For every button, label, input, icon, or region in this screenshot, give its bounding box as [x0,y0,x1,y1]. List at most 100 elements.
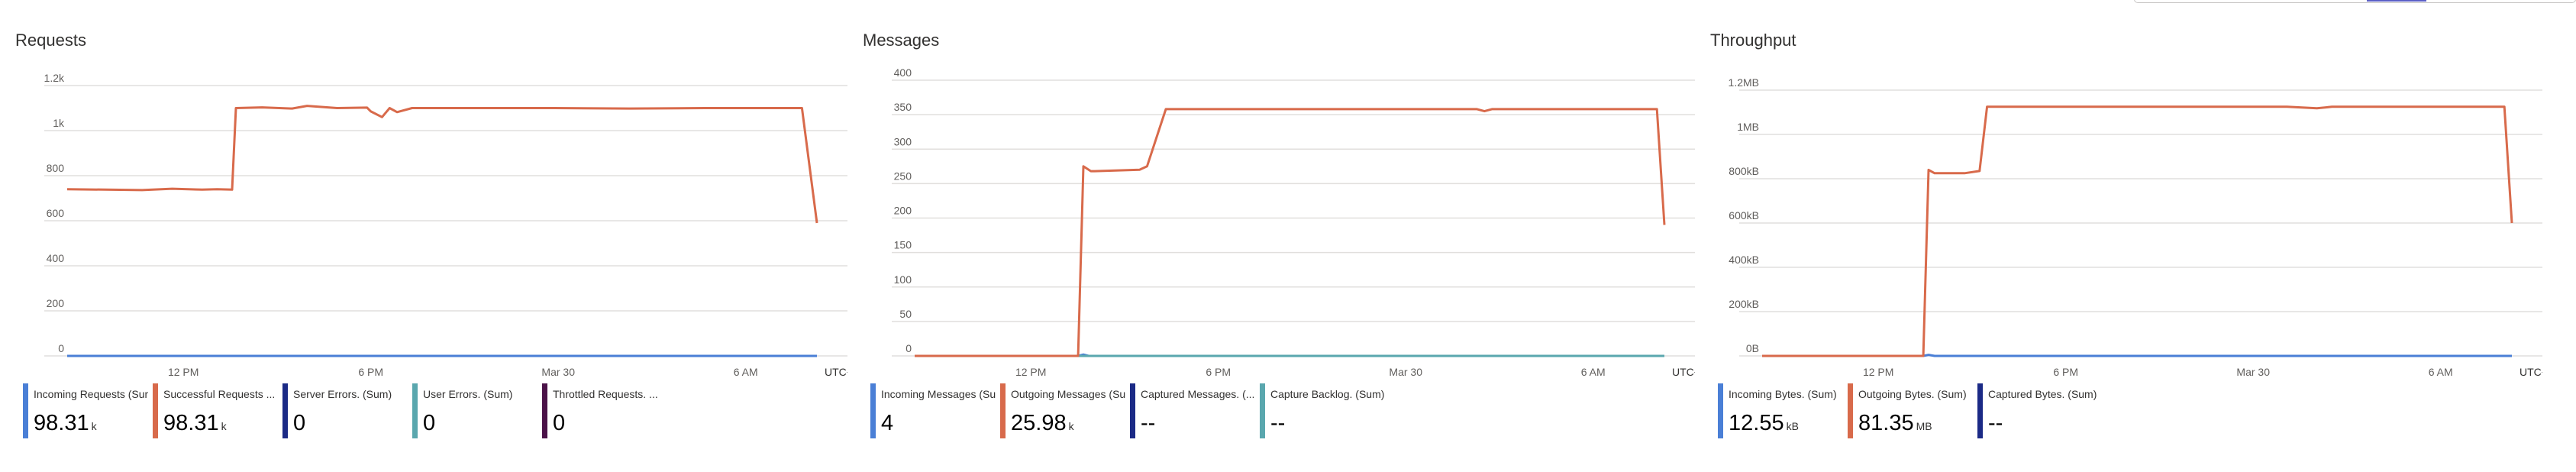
panel-throughput: Throughput 0B 200kB 400kB 600kB 800kB 1MB 1.2M… [1695,0,2542,472]
legend-value-number: 0 [293,411,306,435]
legend-item[interactable]: Capture Backlog. (Sum) -- [1260,383,1390,438]
y-tick-label: 800 [47,162,65,174]
panel-title: Messages [863,31,940,50]
y-tick-label: 400 [894,66,912,79]
top-control-link[interactable] [2367,0,2426,2]
y-tick-label: 200 [47,297,65,309]
legend-value: 25.98 k [1011,411,1074,436]
legend-item[interactable]: Outgoing Bytes. (Sum) 81.35 MB [1848,383,1977,438]
legend-value: 12.55 kB [1729,411,1799,436]
legend-value: 0 [423,411,435,436]
panel-messages: Messages 0 50 100 150 200 250 300 350 400 12 PM 6 … [847,0,1695,472]
x-tick-label: 6 AM [1581,366,1606,378]
legend-label: Incoming Messages (Sum) [881,388,996,400]
legend-item[interactable]: Captured Messages. (... -- [1130,383,1260,438]
y-tick-label: 150 [894,239,912,251]
throughput-chart: 0B 200kB 400kB 600kB 800kB 1MB 1.2MB 12 PM 6 PM M… [1729,76,2542,378]
legend-color-bar [23,383,28,438]
panel-requests: Requests 0 200 400 600 800 1k 1.2k 12 PM 6 PM Mar… [0,0,847,472]
legend-label: Captured Messages. (... [1141,388,1255,400]
legend-item[interactable]: User Errors. (Sum) 0 [412,383,542,438]
y-tick-label: 200 [894,205,912,217]
legend-color-bar [1130,383,1135,438]
legend-label: Captured Bytes. (Sum) [1988,388,2097,400]
legend-label: Server Errors. (Sum) [293,388,392,400]
legend-item[interactable]: Incoming Messages (Sum) 4 [870,383,1000,438]
legend-item[interactable]: Incoming Bytes. (Sum) 12.55 kB [1718,383,1848,438]
y-tick-label: 1MB [1737,121,1759,133]
legend-value: 0 [293,411,305,436]
y-tick-label: 0 [58,342,64,354]
legend-value-number: -- [1270,411,1286,435]
series-line [66,105,818,224]
legend-value-number: 98.31 [163,411,219,435]
legend-label: Throttled Requests. ... [553,388,658,400]
y-tick-label: 1.2k [44,72,65,84]
legend-item[interactable]: Outgoing Messages (Sum) 25.98 k [1000,383,1130,438]
legend-value-unit: k [91,420,97,432]
x-tick-label: Mar 30 [2236,366,2270,378]
legend-value-number: 12.55 [1729,411,1784,435]
x-tick-label: 6 PM [2053,366,2078,378]
timezone-label: UTC+02:00 [825,366,847,378]
legend-label: Incoming Bytes. (Sum) [1729,388,1837,400]
y-tick-label: 200kB [1729,298,1759,310]
legend-color-bar [153,383,158,438]
y-tick-label: 100 [894,273,912,286]
legend-value-number: 0 [423,411,436,435]
series-line [1762,105,2513,357]
legend-label: Incoming Requests (Sum) [34,388,148,400]
legend-value-number: 0 [553,411,566,435]
panel-title: Requests [15,31,86,50]
legend-value-number: -- [1988,411,2003,435]
timezone-label: UTC+02:00 [1672,366,1695,378]
legend-value-unit: k [1068,420,1074,432]
legend-item[interactable]: Captured Bytes. (Sum) -- [1977,383,2107,438]
messages-chart: 0 50 100 150 200 250 300 350 400 12 PM 6 PM Mar 30 6… [892,66,1695,378]
legend-value: 0 [553,411,565,436]
y-tick-label: 50 [899,308,912,320]
legend-item[interactable]: Server Errors. (Sum) 0 [282,383,412,438]
panel-title: Throughput [1710,31,1796,50]
legend-value: 4 [881,411,893,436]
legend-item[interactable]: Incoming Requests (Sum) 98.31 k [23,383,153,438]
legend-color-bar [282,383,288,438]
legend-value: -- [1270,411,1285,436]
y-tick-label: 1.2MB [1729,76,1759,89]
legend-label: User Errors. (Sum) [423,388,513,400]
timezone-label: UTC+02:00 [2520,366,2542,378]
legend-color-bar [1000,383,1006,438]
legend-color-bar [1848,383,1853,438]
y-tick-label: 600 [47,207,65,219]
y-tick-label: 600kB [1729,209,1759,221]
x-tick-label: Mar 30 [541,366,575,378]
legend-label: Outgoing Bytes. (Sum) [1858,388,1967,400]
legend-label: Outgoing Messages (Sum) [1011,388,1125,400]
legend-value-number: 98.31 [34,411,89,435]
legend-value-unit: MB [1916,420,1932,432]
x-tick-label: 6 AM [734,366,758,378]
legend-color-bar [1260,383,1265,438]
legend-value: 98.31 k [34,411,97,436]
legend-color-bar [542,383,547,438]
legend-value-number: -- [1141,411,1156,435]
legend-value-number: 25.98 [1011,411,1067,435]
requests-chart: 0 200 400 600 800 1k 1.2k 12 PM 6 PM Mar 30 6 AM UT… [44,72,847,378]
y-tick-label: 300 [894,135,912,147]
y-tick-label: 1k [53,117,65,129]
legend-label: Successful Requests ... [163,388,276,400]
legend-item[interactable]: Successful Requests ... 98.31 k [153,383,282,438]
legend-item[interactable]: Throttled Requests. ... 0 [542,383,672,438]
legend-color-bar [870,383,876,438]
legend-label: Capture Backlog. (Sum) [1270,388,1385,400]
legend-value-number: 81.35 [1858,411,1914,435]
y-tick-label: 250 [894,170,912,182]
y-tick-label: 800kB [1729,165,1759,177]
legend-value-unit: k [221,420,227,432]
legend-value-number: 4 [881,411,894,435]
x-tick-label: 12 PM [1863,366,1893,378]
legend-value: -- [1141,411,1155,436]
series-line [915,108,1666,357]
x-tick-label: 6 AM [2429,366,2453,378]
y-tick-label: 0B [1746,342,1759,354]
